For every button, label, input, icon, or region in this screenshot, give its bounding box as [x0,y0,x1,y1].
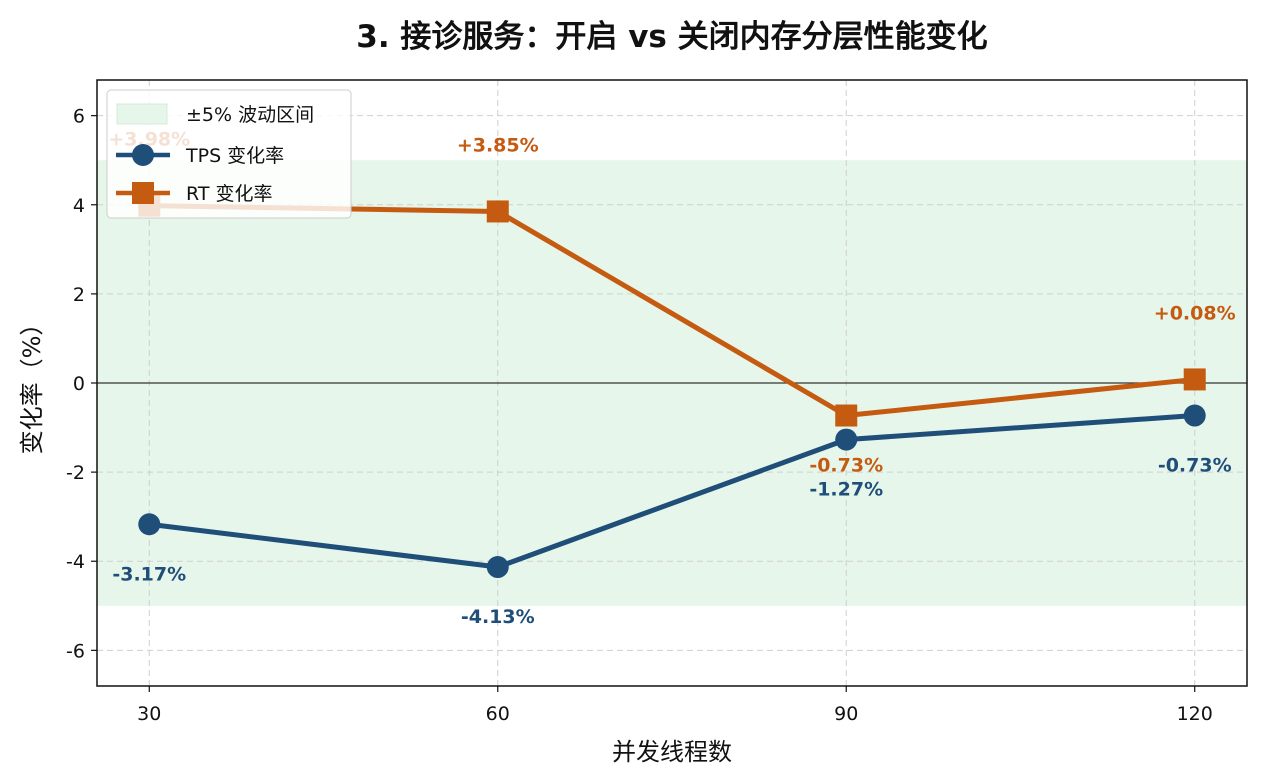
legend-entry-tps: TPS 变化率 [185,145,284,167]
y-tick-label: 6 [73,106,85,128]
x-axis-label: 并发线程数 [612,738,732,766]
data-point-tps [1183,404,1206,427]
x-tick-label: 60 [486,703,510,725]
legend-entry-rt: RT 变化率 [186,183,272,205]
data-label-tps: -1.27% [809,479,883,501]
x-tick-label: 30 [137,703,161,725]
series-line-tps [148,413,1195,570]
chart-title: 3. 接诊服务：开启 vs 关闭内存分层性能变化 [356,19,987,55]
label-layer: -3.17%-4.13%-1.27%-0.73%+3.98%+3.85%-0.7… [108,129,1235,628]
y-tick-label: 0 [73,373,85,395]
tick-layer: -6 -4 -2 0 2 4 6 30 60 90 120 [66,106,1213,725]
legend-marker-rt [132,182,154,204]
legend-marker-tps [132,144,154,166]
data-point-rt [835,404,858,427]
data-label-rt: +3.85% [457,134,539,156]
y-tick-label: -2 [66,462,85,484]
data-label-rt: +0.08% [1154,302,1236,324]
y-tick-label: -6 [66,640,85,662]
data-label-tps: -3.17% [112,563,186,585]
y-tick-label: -4 [66,551,85,573]
legend-swatch-band [116,103,168,125]
data-label-tps: -4.13% [461,606,535,628]
y-tick-label: 2 [73,284,85,306]
y-axis-label: 变化率（%） [18,312,46,455]
x-tick-label: 90 [834,703,858,725]
data-point-rt [1183,368,1206,391]
data-label-rt: -0.73% [809,455,883,477]
legend-box [106,89,352,219]
y-tick-label: 4 [73,195,85,217]
x-tick-label: 120 [1177,703,1213,725]
data-label-tps: -0.73% [1158,455,1232,477]
data-point-tps [486,556,509,579]
data-point-tps [835,428,858,451]
legend: ±5% 波动区间 TPS 变化率 RT 变化率 [106,89,352,219]
legend-entry-band: ±5% 波动区间 [186,104,314,126]
data-point-rt [486,200,509,223]
data-point-tps [138,513,161,536]
